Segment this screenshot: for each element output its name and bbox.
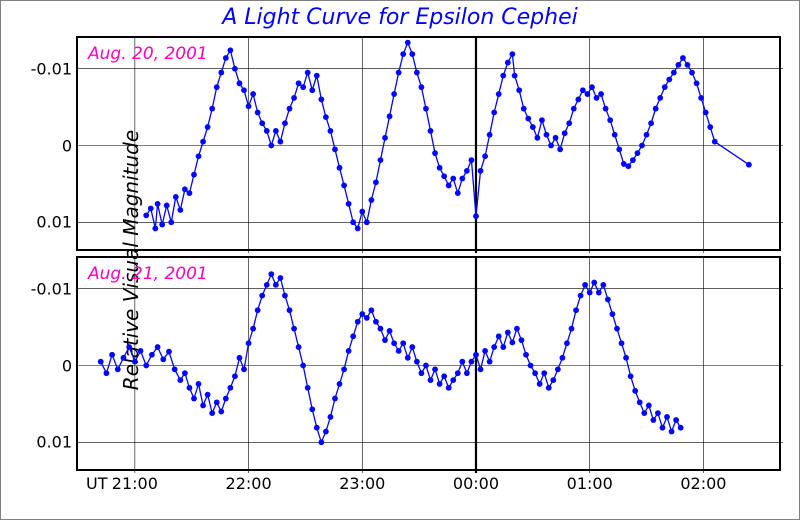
chart-panel-1: Aug. 21, 2001-0.0100.0121:0022:0023:0000… xyxy=(76,256,781,471)
ut-label: UT xyxy=(86,474,107,493)
y-tick-label: -0.01 xyxy=(31,59,72,78)
x-tick-label: 23:00 xyxy=(339,474,385,493)
x-tick-label: 22:00 xyxy=(226,474,272,493)
y-tick-label: 0.01 xyxy=(36,433,72,452)
y-tick-label: 0.01 xyxy=(36,213,72,232)
y-tick-label: -0.01 xyxy=(31,279,72,298)
y-tick-label: 0 xyxy=(62,136,72,155)
x-tick-label: 02:00 xyxy=(680,474,726,493)
x-tick-label: 21:00 xyxy=(112,474,158,493)
panel-date-label: Aug. 21, 2001 xyxy=(88,264,208,284)
y-tick-label: 0 xyxy=(62,356,72,375)
chart-svg xyxy=(78,38,783,253)
figure-title: A Light Curve for Epsilon Cephei xyxy=(1,5,799,30)
x-tick-label: 00:00 xyxy=(453,474,499,493)
plot-area: Aug. 20, 2001-0.0100.01Aug. 21, 2001-0.0… xyxy=(76,36,781,471)
chart-svg xyxy=(78,258,783,473)
figure-frame: A Light Curve for Epsilon Cephei Relativ… xyxy=(0,0,800,520)
panel-date-label: Aug. 20, 2001 xyxy=(88,44,208,64)
x-tick-label: 01:00 xyxy=(567,474,613,493)
chart-panel-0: Aug. 20, 2001-0.0100.01 xyxy=(76,36,781,251)
